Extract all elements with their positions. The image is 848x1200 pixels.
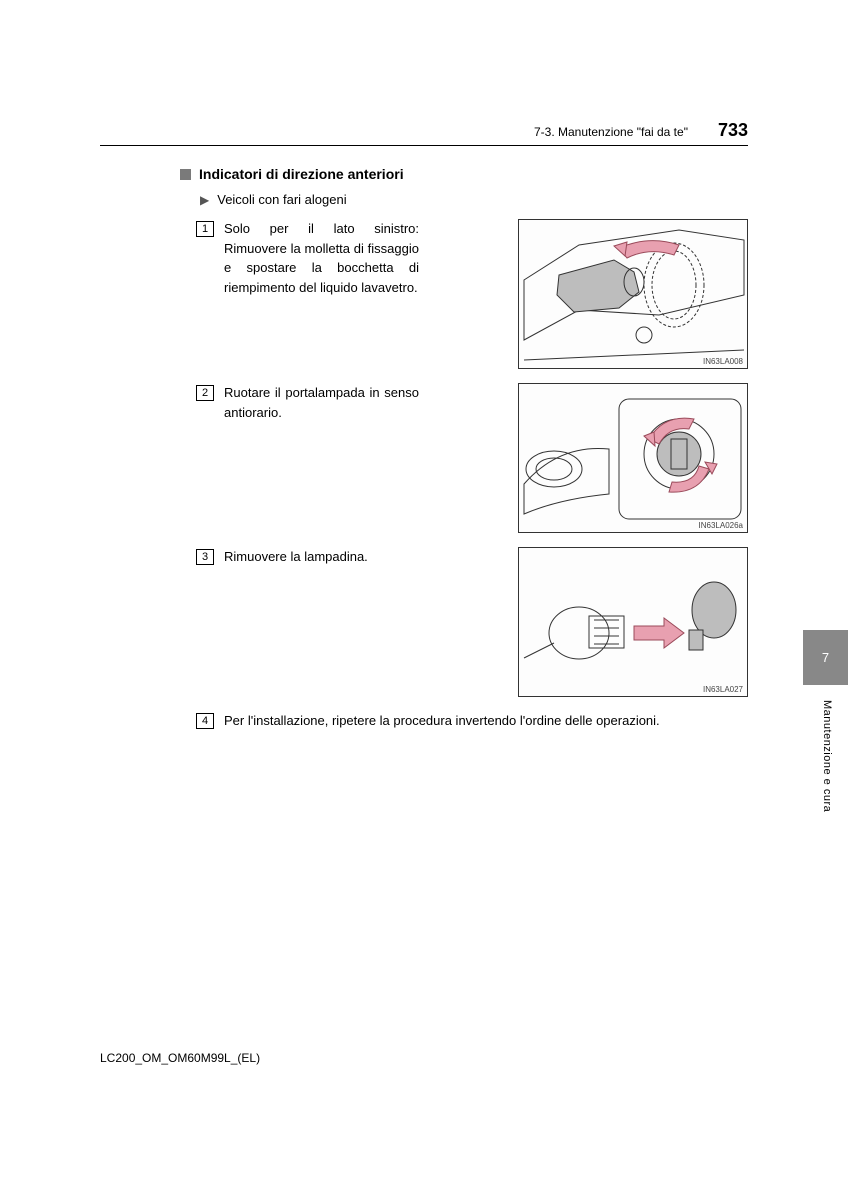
chapter-side-label: Manutenzione e cura [821,700,833,812]
step-1: 1 Solo per il lato sinistro: Rimuovere l… [196,219,748,369]
square-bullet-icon [180,169,191,180]
section-title: Indicatori di direzione anteriori [199,166,404,182]
step-figure-1: IN63LA008 [518,219,748,369]
page-number: 733 [718,120,748,141]
step-3: 3 Rimuovere la lampadina. IN63LA027 [196,547,748,697]
figure-code: IN63LA008 [703,357,743,366]
step-number-box: 1 [196,221,214,237]
step-number: 4 [202,715,208,727]
document-footer-code: LC200_OM_OM60M99L_(EL) [100,1051,260,1065]
subtitle-row: ▶ Veicoli con fari alogeni [200,192,748,207]
step-number-box: 2 [196,385,214,401]
page-content: 7-3. Manutenzione "fai da te" 733 Indica… [100,120,748,745]
step-text: Rimuovere la lampadina. [224,547,419,567]
chapter-number: 7 [822,650,829,665]
step-number: 3 [202,551,208,563]
page-header: 7-3. Manutenzione "fai da te" 733 [100,120,748,146]
step-number: 2 [202,387,208,399]
section-reference: 7-3. Manutenzione "fai da te" [534,125,688,139]
section-subtitle: Veicoli con fari alogeni [217,192,346,207]
step-figure-2: IN63LA026a [518,383,748,533]
step-2: 2 Ruotare il portalampada in senso antio… [196,383,748,533]
figure-code: IN63LA027 [703,685,743,694]
headlamp-socket-illustration [519,384,748,533]
chapter-side-tab: 7 [803,630,848,685]
step-text: Ruotare il portalampada in senso antiora… [224,383,419,422]
step-figure-3: IN63LA027 [518,547,748,697]
section-title-row: Indicatori di direzione anteriori [180,166,748,182]
step-number-box: 4 [196,713,214,729]
step-text: Solo per il lato sinistro: Rimuovere la … [224,219,419,297]
figure-code: IN63LA026a [699,521,743,530]
step-4: 4 Per l'installazione, ripetere la proce… [196,711,748,731]
step-number: 1 [202,223,208,235]
step-number-box: 3 [196,549,214,565]
triangle-bullet-icon: ▶ [200,193,209,207]
bulb-removal-illustration [519,548,748,697]
engine-bay-illustration [519,220,748,369]
step-text: Per l'installazione, ripetere la procedu… [224,711,748,731]
